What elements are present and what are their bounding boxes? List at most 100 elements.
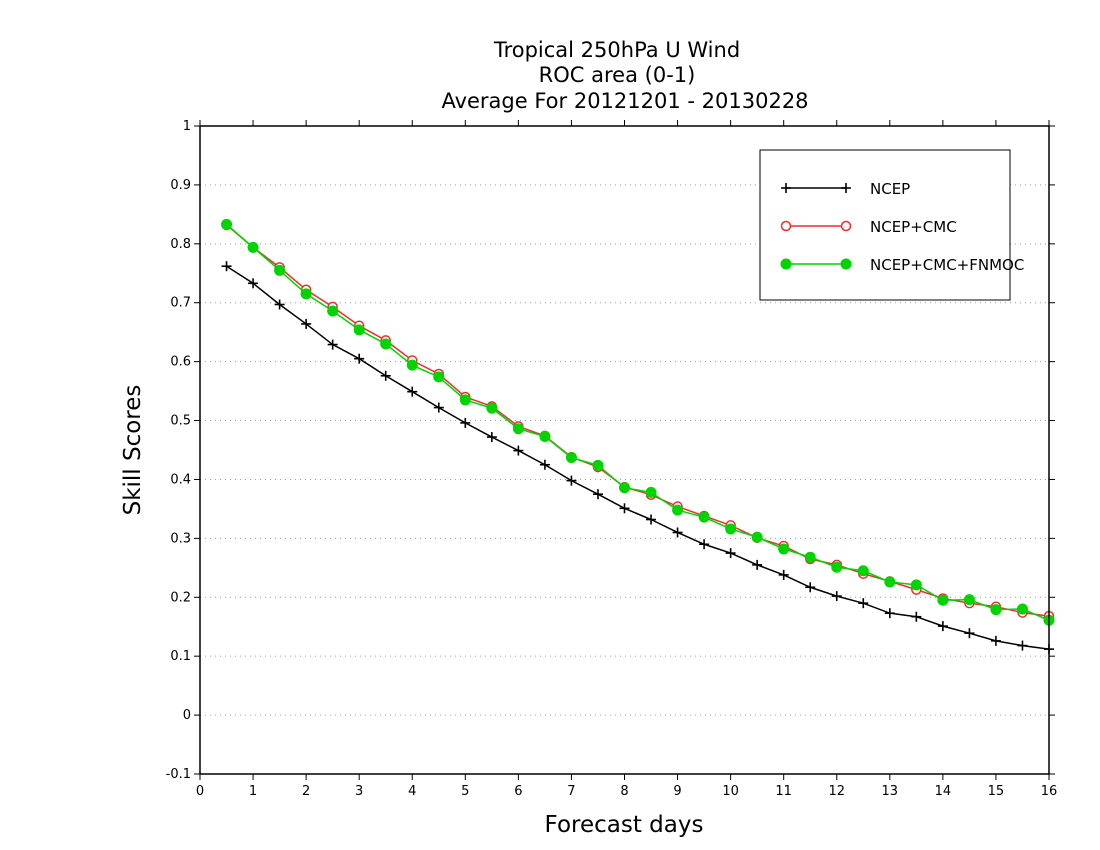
data-point <box>805 582 816 593</box>
data-point <box>221 261 232 272</box>
x-tick-label: 3 <box>355 784 363 799</box>
data-point <box>672 527 683 538</box>
data-point <box>247 241 259 253</box>
x-tick-label: 4 <box>408 784 416 799</box>
x-tick-label: 5 <box>461 784 469 799</box>
data-point <box>407 386 418 397</box>
data-point <box>486 402 498 414</box>
legend-label: NCEP+CMC <box>870 218 957 236</box>
data-point <box>645 486 657 498</box>
y-tick-label: 0 <box>183 708 191 723</box>
y-tick-label: 0.1 <box>170 649 191 664</box>
legend-item-ncep-cmc-fnmoc: NCEP+CMC+FNMOC <box>780 256 1024 274</box>
chart-title: Tropical 250hPa U Wind ROC area (0-1) Av… <box>441 38 808 113</box>
data-point <box>459 394 471 406</box>
data-point <box>327 305 339 317</box>
data-point <box>725 523 737 535</box>
chart-title-line-1: Tropical 250hPa U Wind <box>493 38 740 62</box>
x-tick-label: 16 <box>1041 784 1058 799</box>
data-point <box>964 628 975 639</box>
x-tick-label: 1 <box>249 784 257 799</box>
data-point <box>937 621 948 632</box>
data-point <box>327 339 338 350</box>
data-point <box>990 604 1002 616</box>
data-point <box>433 402 444 413</box>
data-point <box>301 318 312 329</box>
data-point <box>592 489 603 500</box>
data-point <box>831 561 843 573</box>
x-tick-label: 9 <box>673 784 681 799</box>
x-axis-ticks: 0 1 2 3 4 5 6 7 8 9 10 11 12 13 14 15 16 <box>196 120 1057 799</box>
data-point <box>698 511 710 523</box>
data-point <box>221 218 233 230</box>
data-point <box>990 635 1001 646</box>
data-point <box>592 459 604 471</box>
x-tick-label: 0 <box>196 784 204 799</box>
data-point <box>840 258 852 270</box>
x-tick-label: 7 <box>567 784 575 799</box>
legend-box <box>759 149 1011 301</box>
data-point <box>911 611 922 622</box>
x-tick-label: 14 <box>935 784 952 799</box>
data-point <box>831 591 842 602</box>
legend-label: NCEP <box>870 180 910 198</box>
x-tick-label: 13 <box>882 784 899 799</box>
data-point <box>857 565 869 577</box>
legend-item-ncep-cmc: NCEP+CMC <box>780 218 957 236</box>
y-tick-label: 0.7 <box>170 296 191 311</box>
data-point <box>840 220 852 232</box>
data-point <box>380 338 392 350</box>
series-ncep <box>221 261 1054 655</box>
y-axis-ticks: -0.1 0 0.1 0.2 0.3 0.4 0.5 0.6 0.7 0.8 0.9 1 <box>166 119 1055 782</box>
data-point <box>619 482 630 494</box>
data-point <box>406 359 418 371</box>
data-point <box>539 430 551 442</box>
data-point <box>780 258 792 270</box>
x-axis-label: Forecast days <box>545 812 704 838</box>
data-point <box>781 183 791 193</box>
data-point <box>778 543 790 555</box>
y-tick-label: -0.1 <box>166 767 191 782</box>
data-point <box>353 324 365 336</box>
legend-item-ncep: NCEP <box>781 180 910 198</box>
data-point <box>699 539 710 550</box>
data-point <box>380 370 391 381</box>
legend: NCEP NCEP+CMC NCEP+CMC+FNMOC <box>759 149 1024 301</box>
data-point <box>565 452 577 464</box>
data-point <box>460 417 471 428</box>
data-point <box>646 514 657 525</box>
chart-title-line-2: ROC area (0-1) <box>539 63 696 87</box>
data-point <box>937 594 949 606</box>
data-point <box>963 594 975 606</box>
legend-label: NCEP+CMC+FNMOC <box>870 256 1024 274</box>
data-point <box>725 548 736 559</box>
data-point <box>858 598 869 609</box>
data-point <box>910 579 922 591</box>
x-tick-label: 6 <box>514 784 522 799</box>
data-point <box>841 183 851 193</box>
data-point <box>433 371 445 383</box>
y-tick-label: 0.4 <box>170 472 191 487</box>
series-layer <box>221 218 1055 655</box>
data-point <box>804 551 816 563</box>
data-point <box>566 475 577 486</box>
series-ncep-cmc-fnmoc <box>221 218 1055 626</box>
data-point <box>354 353 365 364</box>
data-point <box>751 531 763 543</box>
data-point <box>884 576 896 588</box>
data-point <box>884 608 895 619</box>
y-tick-label: 0.8 <box>170 237 191 252</box>
data-point <box>274 264 286 276</box>
data-point <box>486 432 497 443</box>
x-tick-label: 12 <box>828 784 845 799</box>
x-tick-label: 15 <box>988 784 1005 799</box>
data-point <box>672 504 684 516</box>
x-tick-label: 11 <box>775 784 792 799</box>
y-tick-label: 0.9 <box>170 178 191 193</box>
y-tick-label: 0.5 <box>170 414 191 429</box>
y-tick-label: 0.6 <box>170 355 191 370</box>
y-tick-label: 1 <box>183 119 191 134</box>
chart-title-line-3: Average For 20121201 - 20130228 <box>441 89 808 113</box>
y-tick-label: 0.3 <box>170 531 191 546</box>
